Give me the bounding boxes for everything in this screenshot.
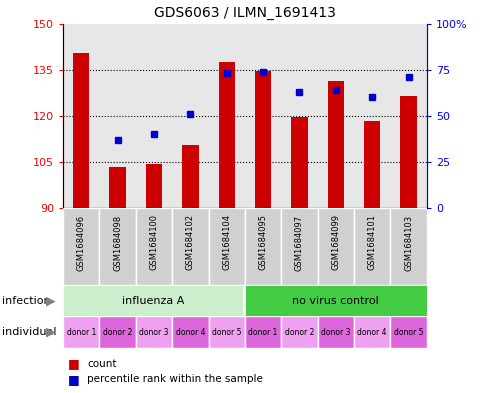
Title: GDS6063 / ILMN_1691413: GDS6063 / ILMN_1691413	[153, 6, 335, 20]
Text: donor 5: donor 5	[212, 328, 241, 336]
Text: ▶: ▶	[46, 325, 56, 339]
Text: GSM1684098: GSM1684098	[113, 215, 122, 270]
Bar	[63, 208, 99, 285]
Bar	[327, 81, 343, 208]
Text: donor 1: donor 1	[248, 328, 277, 336]
Bar	[317, 316, 353, 348]
Bar	[281, 208, 317, 285]
Text: GSM1684102: GSM1684102	[185, 215, 195, 270]
Text: donor 3: donor 3	[320, 328, 350, 336]
Bar	[73, 53, 89, 208]
Bar	[99, 24, 136, 208]
Bar	[317, 24, 353, 208]
Text: donor 1: donor 1	[66, 328, 96, 336]
Bar	[172, 316, 208, 348]
Bar	[353, 208, 390, 285]
Text: GSM1684104: GSM1684104	[222, 215, 231, 270]
Text: GSM1684096: GSM1684096	[76, 215, 86, 270]
Bar	[281, 24, 317, 208]
Bar	[63, 316, 99, 348]
Bar	[363, 121, 379, 208]
Bar	[317, 208, 353, 285]
Text: no virus control: no virus control	[292, 296, 378, 306]
Bar	[172, 24, 208, 208]
Text: GSM1684097: GSM1684097	[294, 215, 303, 270]
Bar	[390, 316, 426, 348]
Bar	[390, 24, 426, 208]
Bar	[353, 24, 390, 208]
Bar	[281, 316, 317, 348]
Bar	[244, 208, 281, 285]
Text: GSM1684095: GSM1684095	[258, 215, 267, 270]
Bar	[109, 167, 125, 208]
Bar	[244, 285, 426, 316]
Bar	[390, 208, 426, 285]
Bar	[136, 24, 172, 208]
Bar	[99, 316, 136, 348]
Text: donor 5: donor 5	[393, 328, 423, 336]
Text: GSM1684101: GSM1684101	[367, 215, 376, 270]
Text: donor 4: donor 4	[357, 328, 386, 336]
Bar	[63, 24, 99, 208]
Bar	[99, 208, 136, 285]
Bar	[244, 316, 281, 348]
Bar	[208, 24, 244, 208]
Bar	[244, 24, 281, 208]
Bar	[182, 145, 198, 208]
Bar	[208, 316, 244, 348]
Bar	[63, 285, 242, 316]
Text: donor 2: donor 2	[284, 328, 314, 336]
Bar	[146, 163, 162, 208]
Text: donor 2: donor 2	[103, 328, 132, 336]
Bar	[353, 316, 390, 348]
Text: influenza A: influenza A	[121, 296, 184, 306]
Text: donor 4: donor 4	[175, 328, 205, 336]
Text: GSM1684099: GSM1684099	[331, 215, 340, 270]
Bar	[136, 316, 172, 348]
Bar	[218, 62, 234, 208]
Text: count: count	[87, 358, 117, 369]
Bar	[255, 71, 271, 208]
Text: percentile rank within the sample: percentile rank within the sample	[87, 374, 263, 384]
Text: GSM1684100: GSM1684100	[149, 215, 158, 270]
Text: GSM1684103: GSM1684103	[403, 215, 412, 270]
Bar	[172, 208, 208, 285]
Text: ▶: ▶	[46, 294, 56, 307]
Text: donor 3: donor 3	[139, 328, 168, 336]
Text: individual: individual	[2, 327, 57, 337]
Text: infection: infection	[2, 296, 51, 306]
Bar	[136, 208, 172, 285]
Bar	[400, 96, 416, 208]
Bar	[291, 118, 307, 208]
Text: ■: ■	[68, 357, 79, 370]
Bar	[208, 208, 244, 285]
Text: ■: ■	[68, 373, 79, 386]
